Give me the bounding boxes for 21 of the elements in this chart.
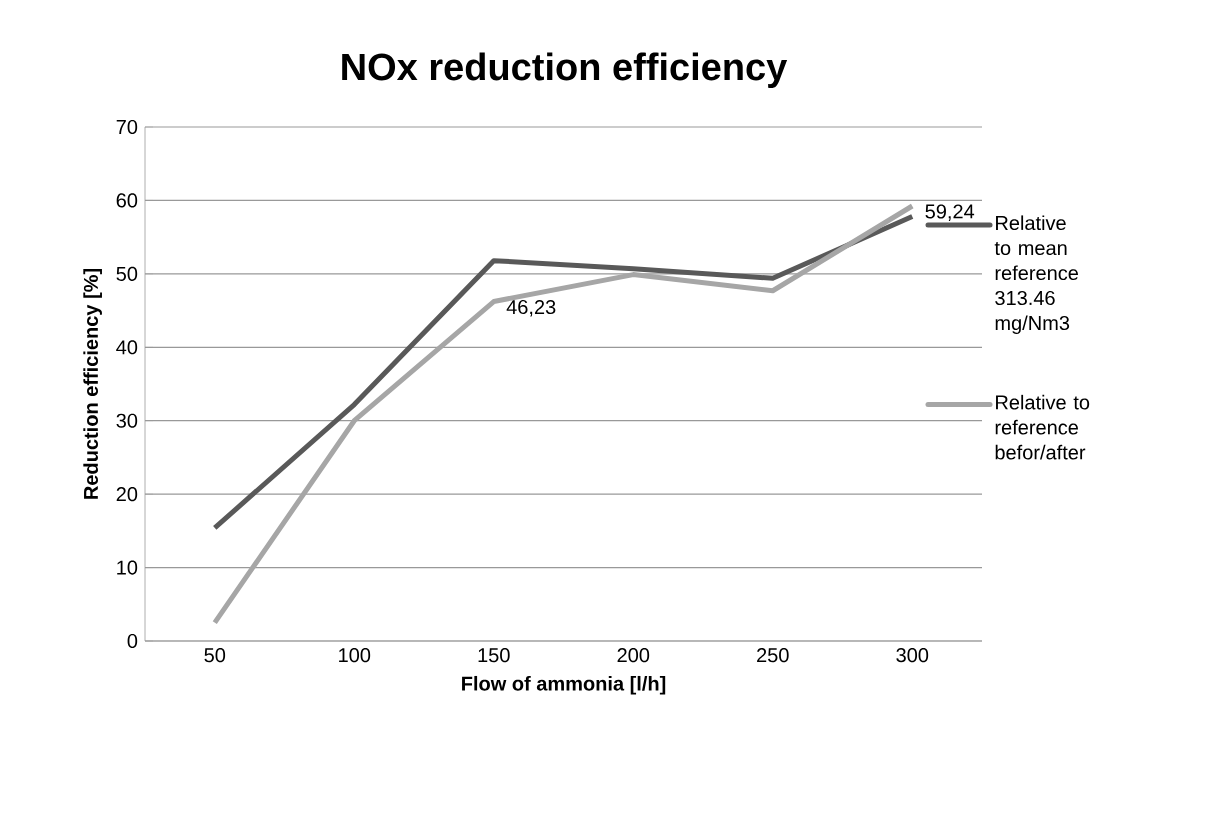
y-tick-label: 20 xyxy=(116,487,138,502)
y-tick-label: 10 xyxy=(117,560,138,575)
data-label: 46,23 xyxy=(506,299,556,317)
x-tick-label: 100 xyxy=(339,648,371,663)
x-tick-label: 250 xyxy=(757,648,789,663)
x-tick-label: 150 xyxy=(478,648,510,663)
chart-title: NOx reduction efficiency xyxy=(342,52,788,88)
y-tick-label: 60 xyxy=(116,193,138,208)
x-tick-label: 200 xyxy=(617,648,650,663)
legend-label: Relative to reference befor/after xyxy=(995,394,1090,460)
y-tick-label: 70 xyxy=(116,119,138,135)
y-tick-label: 0 xyxy=(127,633,138,649)
x-tick-label: 300 xyxy=(896,648,929,663)
legend-label: Relative to mean reference 313.46 mg/Nm3 xyxy=(994,215,1078,335)
x-axis-title: Flow of ammonia [l/h] xyxy=(462,675,666,695)
y-tick-label: 40 xyxy=(116,340,138,355)
data-label: 59,24 xyxy=(925,204,975,221)
y-tick-label: 50 xyxy=(116,266,138,281)
x-tick-label: 50 xyxy=(204,648,226,663)
y-axis-title: Reduction efficiency [%] xyxy=(83,269,102,499)
y-tick-label: 30 xyxy=(116,413,138,428)
